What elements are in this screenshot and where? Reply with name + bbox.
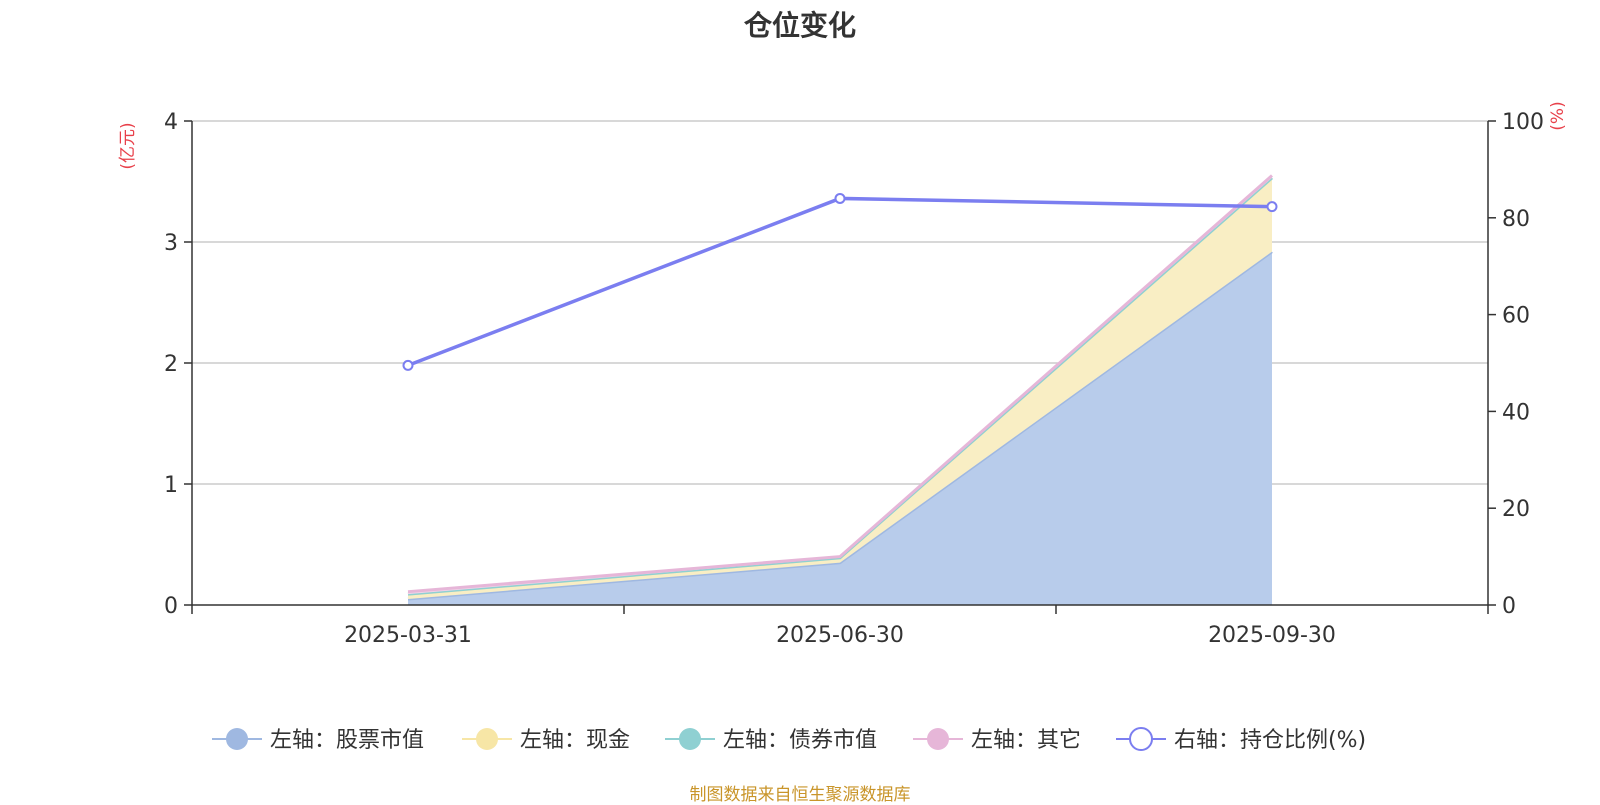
y-right-tick-label: 80 <box>1502 207 1530 232</box>
chart-title: 仓位变化 <box>743 9 856 42</box>
y-left-tick-label: 3 <box>164 231 178 256</box>
area-series-0 <box>408 251 1272 605</box>
y-left-tick-label: 2 <box>164 352 178 377</box>
legend-marker-4 <box>1129 727 1153 751</box>
y-right-tick-label: 60 <box>1502 304 1530 329</box>
line-point <box>402 359 414 371</box>
area-line-series-3 <box>407 174 1273 594</box>
y-left-tick-label: 4 <box>164 110 178 135</box>
y-right-tick-label: 20 <box>1502 497 1530 522</box>
y-left-axis-label: (亿元) <box>118 122 138 169</box>
y-right-tick-label: 100 <box>1502 110 1544 135</box>
x-tick-label: 2025-03-31 <box>344 623 472 648</box>
legend-label-0: 左轴：股票市值 <box>270 728 424 753</box>
legend-label-3: 左轴：其它 <box>971 728 1081 753</box>
line-point <box>1266 201 1278 213</box>
legend-label-1: 左轴：现金 <box>520 728 630 753</box>
legend-label-4: 右轴：持仓比例(%) <box>1174 728 1366 753</box>
y-right-tick-label: 40 <box>1502 400 1530 425</box>
y-right-axis-label: (%) <box>1548 101 1568 130</box>
legend-label-2: 左轴：债券市值 <box>723 728 877 753</box>
legend-marker-1 <box>476 728 498 750</box>
y-left-tick-label: 1 <box>164 473 178 498</box>
y-left-tick-label: 0 <box>164 594 178 619</box>
source-note: 制图数据来自恒生聚源数据库 <box>689 785 911 805</box>
x-tick-label: 2025-06-30 <box>776 623 904 648</box>
legend-marker-3 <box>927 728 949 750</box>
legend-marker-0 <box>226 728 248 750</box>
legend-marker-2 <box>679 728 701 750</box>
y-right-tick-label: 0 <box>1502 594 1516 619</box>
line-point <box>834 192 846 204</box>
x-tick-label: 2025-09-30 <box>1208 623 1336 648</box>
